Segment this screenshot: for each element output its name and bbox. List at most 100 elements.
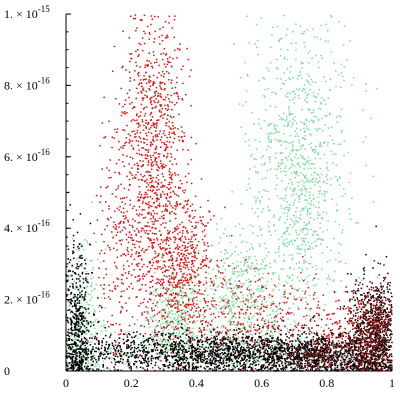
scatter-point [157, 92, 159, 95]
scatter-point [284, 284, 286, 287]
scatter-point [185, 282, 187, 284]
scatter-point [167, 104, 169, 106]
scatter-point [172, 127, 174, 130]
scatter-point [140, 196, 142, 198]
scatter-point [173, 268, 176, 271]
scatter-point [285, 165, 287, 167]
scatter-point [306, 125, 308, 128]
scatter-point [124, 99, 127, 101]
scatter-point [166, 34, 168, 37]
scatter-point [340, 86, 342, 88]
scatter-point [137, 49, 139, 51]
scatter-point [289, 203, 291, 206]
scatter-point [321, 252, 324, 254]
scatter-point [152, 217, 155, 219]
scatter-point [229, 283, 231, 285]
scatter-point [311, 242, 313, 245]
scatter-point [195, 225, 197, 227]
scatter-point [80, 294, 82, 297]
scatter-point [284, 289, 287, 291]
scatter-point [267, 321, 270, 323]
scatter-point [160, 82, 162, 84]
scatter-point [295, 153, 297, 155]
scatter-point [321, 117, 323, 120]
scatter-point [150, 292, 153, 294]
scatter-point [302, 163, 304, 165]
scatter-point [107, 296, 110, 298]
scatter-point [243, 270, 246, 272]
scatter-point [255, 267, 257, 269]
scatter-point [165, 147, 167, 150]
scatter-point [168, 237, 171, 239]
scatter-point [199, 219, 202, 222]
scatter-point [335, 116, 338, 118]
scatter-point [211, 280, 213, 283]
scatter-point [194, 251, 196, 254]
scatter-point [129, 140, 131, 143]
scatter-point [256, 39, 259, 42]
scatter-point [318, 313, 320, 315]
scatter-point [135, 65, 138, 67]
scatter-point [254, 281, 257, 283]
scatter-point [220, 297, 223, 300]
scatter-point [297, 75, 300, 77]
scatter-point [199, 361, 201, 363]
scatter-point [182, 82, 184, 85]
scatter-point [171, 277, 173, 280]
scatter-point [100, 186, 102, 188]
scatter-point [296, 133, 298, 135]
scatter-point [252, 248, 254, 250]
scatter-point [253, 304, 256, 306]
scatter-point [166, 324, 168, 327]
scatter-point [166, 109, 169, 111]
scatter-point [254, 347, 256, 350]
scatter-point [339, 344, 342, 346]
scatter-point [72, 237, 74, 240]
scatter-point [161, 318, 163, 320]
scatter-point [171, 178, 173, 181]
scatter-point [138, 71, 140, 74]
scatter-point [175, 213, 177, 216]
scatter-point [153, 192, 156, 195]
scatter-point [82, 249, 85, 251]
scatter-point [209, 329, 212, 332]
scatter-point [277, 139, 279, 141]
scatter-point [135, 334, 138, 336]
scatter-point [230, 287, 233, 290]
scatter-point [177, 329, 179, 331]
scatter-point [212, 318, 214, 321]
scatter-point [137, 215, 140, 217]
scatter-point [84, 346, 86, 349]
scatter-point [209, 308, 211, 310]
scatter-point [244, 358, 247, 360]
scatter-point [357, 347, 360, 350]
scatter-point [266, 67, 268, 70]
scatter-point [155, 197, 158, 200]
scatter-point [180, 297, 183, 300]
scatter-point [157, 94, 160, 97]
scatter-point [300, 243, 303, 246]
scatter-point [237, 343, 239, 346]
scatter-point [171, 299, 173, 301]
scatter-point [81, 357, 83, 359]
scatter-point [137, 171, 139, 173]
scatter-point [142, 147, 145, 149]
scatter-point [345, 290, 347, 293]
scatter-point [118, 159, 120, 161]
scatter-point [147, 233, 150, 235]
scatter-point [174, 286, 177, 288]
scatter-point [137, 168, 139, 170]
scatter-point [81, 266, 83, 268]
scatter-point [196, 369, 198, 371]
scatter-point [292, 76, 294, 79]
scatter-point [263, 298, 266, 300]
scatter-point [171, 294, 173, 297]
scatter-point [185, 203, 188, 206]
scatter-point [288, 108, 290, 110]
scatter-point [307, 286, 310, 289]
scatter-point [73, 313, 76, 316]
scatter-point [351, 197, 353, 199]
scatter-point [123, 187, 126, 190]
scatter-point [176, 303, 179, 305]
scatter-point [108, 208, 110, 210]
